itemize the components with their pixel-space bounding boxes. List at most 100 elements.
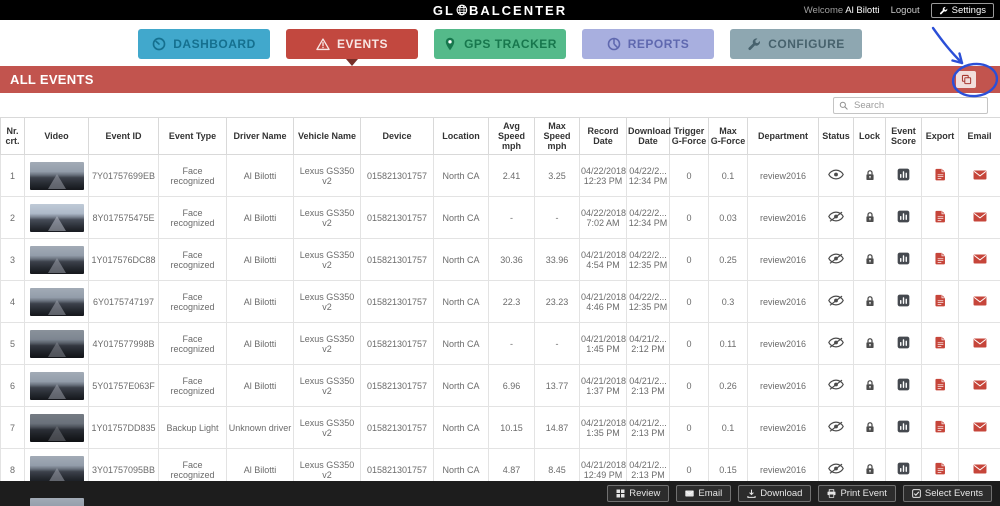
score-icon[interactable] <box>897 168 910 181</box>
email-icon[interactable] <box>973 379 987 390</box>
video-thumbnail[interactable] <box>29 245 84 274</box>
eye-icon[interactable] <box>828 169 844 180</box>
event-row[interactable]: 7 1Y01757DD835 Backup Light Unknown driver L… <box>0 406 1000 449</box>
nav-tab-events[interactable]: EVENTS <box>286 29 418 66</box>
email-icon[interactable] <box>973 421 987 432</box>
lock-icon[interactable] <box>865 253 875 265</box>
column-header[interactable]: Max G-Force <box>708 117 748 155</box>
cell-status <box>818 322 854 365</box>
score-icon[interactable] <box>897 252 910 265</box>
review-button[interactable]: Review <box>607 485 670 502</box>
column-header[interactable]: Department <box>747 117 819 155</box>
pdf-export-icon[interactable] <box>934 462 946 475</box>
event-row[interactable]: 6 5Y01757E063F Face recognized Al Bilotti Le… <box>0 364 1000 407</box>
lock-icon[interactable] <box>865 463 875 475</box>
email-icon[interactable] <box>973 295 987 306</box>
email-icon[interactable] <box>973 463 987 474</box>
event-row[interactable]: 3 1Y017576DC88 Face recognized Al Bilotti Le… <box>0 238 1000 281</box>
column-header[interactable]: Lock <box>853 117 886 155</box>
video-thumbnail[interactable] <box>29 497 84 506</box>
settings-button[interactable]: Settings <box>930 2 994 18</box>
column-header[interactable]: Export <box>921 117 959 155</box>
score-icon[interactable] <box>897 420 910 433</box>
event-row[interactable]: 4 6Y0175747197 Face recognized Al Bilotti Le… <box>0 280 1000 323</box>
nav-tab-configure[interactable]: CONFIGURE <box>730 29 862 59</box>
lock-icon[interactable] <box>865 169 875 181</box>
column-header[interactable]: Record Date <box>579 117 627 155</box>
column-header[interactable]: Max Speed mph <box>534 117 580 155</box>
score-icon[interactable] <box>897 462 910 475</box>
select-events-button[interactable]: Select Events <box>902 485 992 502</box>
eye-slash-icon[interactable] <box>828 337 844 348</box>
cell-lock <box>853 238 886 281</box>
event-row[interactable]: 5 4Y017577998B Face recognized Al Bilotti Le… <box>0 322 1000 365</box>
column-header[interactable]: Avg Speed mph <box>488 117 535 155</box>
column-header[interactable]: Trigger G-Force <box>669 117 709 155</box>
export-events-button[interactable] <box>956 71 976 88</box>
email-icon[interactable] <box>973 253 987 264</box>
video-thumbnail[interactable] <box>29 203 84 232</box>
video-thumbnail[interactable] <box>29 161 84 190</box>
score-icon[interactable] <box>897 336 910 349</box>
email-icon[interactable] <box>973 169 987 180</box>
cell-lock <box>853 154 886 197</box>
column-header[interactable]: Nr. crt. <box>0 117 25 155</box>
cell-event-score <box>885 406 922 449</box>
search-input[interactable] <box>852 98 982 112</box>
video-thumbnail[interactable] <box>29 455 84 484</box>
lock-icon[interactable] <box>865 379 875 391</box>
score-icon[interactable] <box>897 294 910 307</box>
email-button[interactable]: Email <box>676 485 732 502</box>
cell-device: 015821301757 <box>360 154 434 197</box>
video-thumbnail[interactable] <box>29 329 84 358</box>
pdf-export-icon[interactable] <box>934 168 946 181</box>
event-row[interactable]: 2 8Y017575475E Face recognized Al Bilotti Le… <box>0 196 1000 239</box>
cell-email <box>958 154 1000 197</box>
eye-slash-icon[interactable] <box>828 379 844 390</box>
video-thumbnail[interactable] <box>29 287 84 316</box>
pdf-export-icon[interactable] <box>934 420 946 433</box>
email-icon[interactable] <box>973 337 987 348</box>
column-header[interactable]: Event ID <box>88 117 159 155</box>
eye-slash-icon[interactable] <box>828 295 844 306</box>
column-header[interactable]: Driver Name <box>226 117 294 155</box>
print-event-button[interactable]: Print Event <box>818 485 896 502</box>
nav-tab-gps-tracker[interactable]: GPS TRACKER <box>434 29 566 59</box>
score-icon[interactable] <box>897 378 910 391</box>
lock-icon[interactable] <box>865 421 875 433</box>
search-box[interactable] <box>833 96 988 114</box>
pdf-export-icon[interactable] <box>934 294 946 307</box>
events-table: Nr. crt. Video Event ID Event Type Driver Na… <box>0 117 1000 506</box>
column-header[interactable]: Event Type <box>158 117 227 155</box>
video-thumbnail[interactable] <box>29 413 84 442</box>
pdf-export-icon[interactable] <box>934 210 946 223</box>
lock-icon[interactable] <box>865 337 875 349</box>
download-button[interactable]: Download <box>738 485 812 502</box>
event-row[interactable]: 1 7Y01757699EB Face recognized Al Bilotti Le… <box>0 154 1000 197</box>
lock-icon[interactable] <box>865 295 875 307</box>
eye-slash-icon[interactable] <box>828 463 844 474</box>
column-header[interactable]: Location <box>433 117 489 155</box>
eye-slash-icon[interactable] <box>828 421 844 432</box>
column-header[interactable]: Device <box>360 117 434 155</box>
column-header[interactable]: Event Score <box>885 117 922 155</box>
cell-driver-name: Al Bilotti <box>226 154 294 197</box>
eye-slash-icon[interactable] <box>828 253 844 264</box>
pdf-export-icon[interactable] <box>934 336 946 349</box>
pdf-export-icon[interactable] <box>934 252 946 265</box>
column-header[interactable]: Vehicle Name <box>293 117 361 155</box>
nav-tab-dashboard[interactable]: DASHBOARD <box>138 29 270 59</box>
table-header-row: Nr. crt. Video Event ID Event Type Driver Na… <box>0 117 1000 155</box>
column-header[interactable]: Download Date <box>626 117 671 155</box>
eye-slash-icon[interactable] <box>828 211 844 222</box>
nav-tab-reports[interactable]: REPORTS <box>582 29 714 59</box>
lock-icon[interactable] <box>865 211 875 223</box>
column-header[interactable]: Email <box>958 117 1000 155</box>
video-thumbnail[interactable] <box>29 371 84 400</box>
pdf-export-icon[interactable] <box>934 378 946 391</box>
column-header[interactable]: Status <box>818 117 854 155</box>
logout-link[interactable]: Logout <box>890 4 920 16</box>
column-header[interactable]: Video <box>24 117 89 155</box>
email-icon[interactable] <box>973 211 987 222</box>
score-icon[interactable] <box>897 210 910 223</box>
